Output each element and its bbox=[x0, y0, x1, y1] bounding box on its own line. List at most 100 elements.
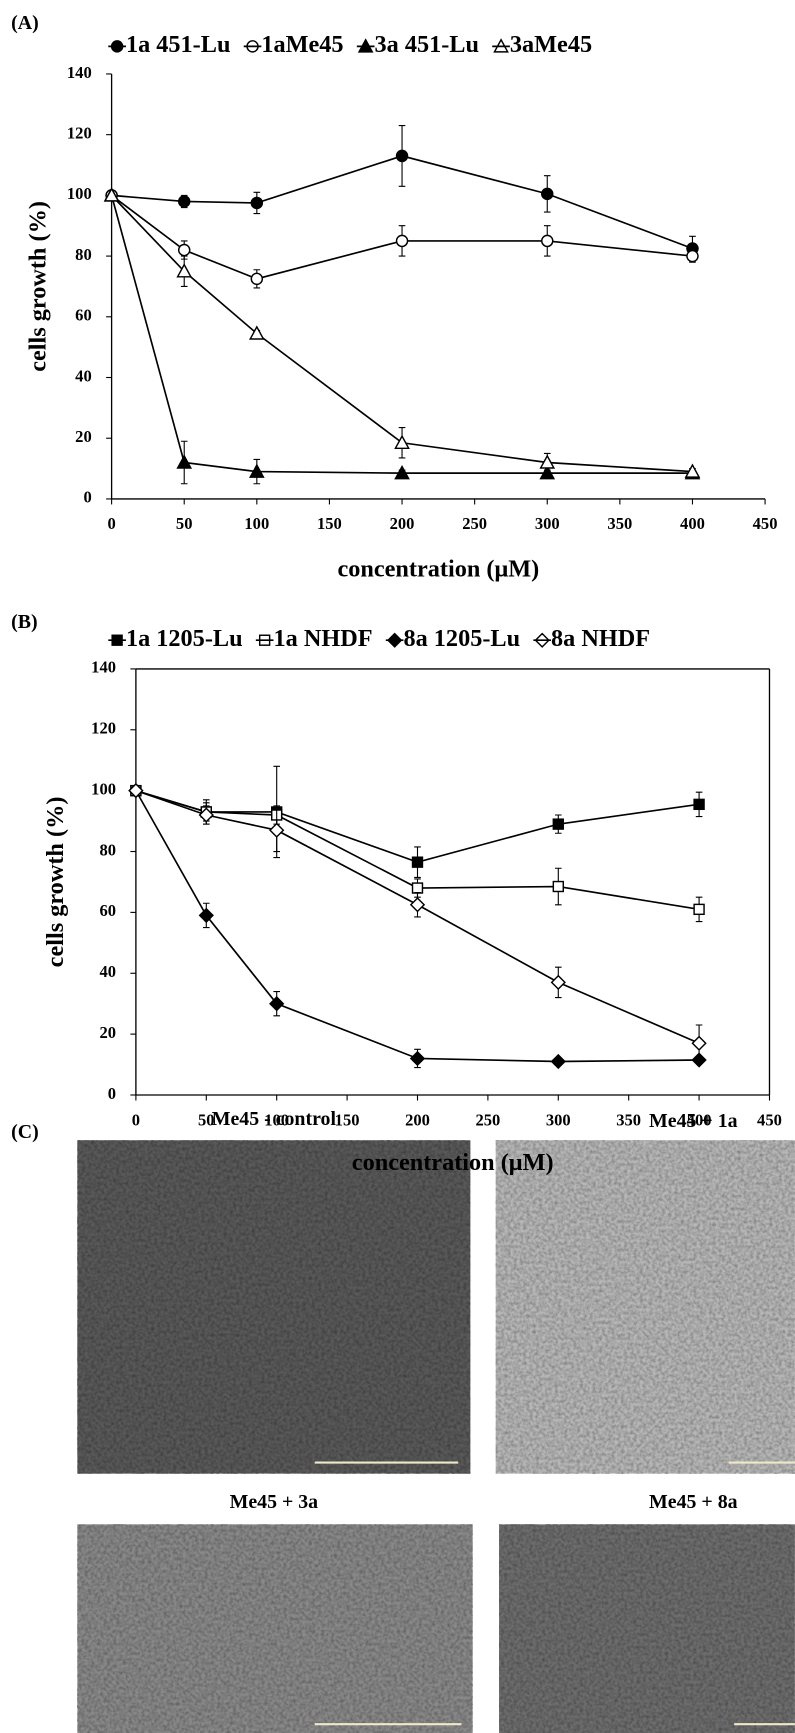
x-tick-label: 300 bbox=[535, 514, 560, 533]
x-tick-label: 350 bbox=[616, 1110, 641, 1129]
micrograph bbox=[77, 1140, 471, 1474]
image-title: Me45 - control bbox=[212, 1108, 337, 1130]
series-line bbox=[110, 195, 693, 474]
data-point bbox=[248, 463, 265, 478]
x-axis-label: concentration (μM) bbox=[337, 555, 539, 582]
y-tick-label: 60 bbox=[75, 306, 92, 325]
y-tick-label: 20 bbox=[75, 427, 92, 446]
y-tick-label: 100 bbox=[67, 184, 92, 203]
y-axis-label: cells growth (%) bbox=[42, 797, 69, 968]
x-tick-label: 150 bbox=[317, 514, 342, 533]
series-line bbox=[111, 194, 693, 280]
y-tick-label: 60 bbox=[99, 901, 116, 920]
data-point bbox=[395, 149, 409, 163]
data-point bbox=[686, 249, 699, 263]
legend-label: 8a 1205-Lu bbox=[403, 625, 520, 652]
image bbox=[77, 1524, 473, 1733]
x-tick-label: 250 bbox=[475, 1110, 500, 1129]
data-point bbox=[539, 454, 556, 469]
data-point bbox=[541, 234, 554, 248]
series-line bbox=[135, 789, 700, 1045]
data-point bbox=[691, 1035, 707, 1051]
y-tick-label: 0 bbox=[108, 1084, 116, 1103]
x-tick-label: 200 bbox=[405, 1110, 430, 1129]
x-tick-label: 50 bbox=[176, 514, 193, 533]
series-line bbox=[111, 155, 693, 250]
data-point bbox=[248, 325, 265, 340]
panel-label: (A) bbox=[11, 12, 39, 34]
image bbox=[495, 1140, 795, 1474]
y-tick-label: 140 bbox=[91, 658, 116, 677]
x-axis-label: concentration (μM) bbox=[352, 1149, 554, 1176]
y-tick-label: 80 bbox=[99, 840, 116, 859]
x-tick-label: 200 bbox=[390, 514, 415, 533]
data-point bbox=[394, 465, 410, 480]
y-tick-label: 40 bbox=[75, 366, 92, 385]
x-tick-label: 400 bbox=[680, 514, 705, 533]
data-point bbox=[409, 1050, 426, 1067]
y-tick-label: 40 bbox=[99, 962, 116, 981]
x-tick-label: 100 bbox=[264, 1110, 289, 1129]
x-tick-label: 100 bbox=[244, 514, 269, 533]
micrograph bbox=[499, 1524, 795, 1733]
x-tick-label: 50 bbox=[198, 1110, 215, 1129]
data-point bbox=[693, 798, 705, 811]
data-point bbox=[177, 243, 191, 257]
micrograph bbox=[495, 1140, 795, 1474]
y-tick-label: 140 bbox=[67, 63, 92, 82]
series-line bbox=[135, 790, 700, 1063]
data-point bbox=[411, 856, 424, 868]
x-tick-label: 300 bbox=[546, 1110, 571, 1129]
data-point bbox=[198, 807, 214, 823]
panel-label: (C) bbox=[11, 1121, 39, 1143]
data-point bbox=[250, 196, 264, 210]
data-point bbox=[409, 897, 426, 913]
series-line bbox=[135, 789, 700, 911]
legend-label: 1a NHDF bbox=[273, 625, 372, 652]
data-point bbox=[411, 882, 424, 894]
data-point bbox=[541, 187, 554, 201]
x-tick-label: 0 bbox=[107, 514, 115, 533]
x-tick-label: 450 bbox=[753, 514, 778, 533]
data-point bbox=[552, 818, 564, 830]
y-tick-label: 0 bbox=[83, 488, 91, 507]
legend-label: 1aMe45 bbox=[261, 31, 343, 58]
data-point bbox=[128, 783, 144, 799]
y-tick-label: 20 bbox=[99, 1023, 116, 1042]
data-point bbox=[269, 822, 285, 838]
series-line bbox=[111, 194, 693, 473]
data-point bbox=[198, 907, 214, 924]
data-point bbox=[176, 263, 193, 278]
x-tick-label: 150 bbox=[335, 1110, 360, 1129]
y-tick-label: 100 bbox=[91, 779, 116, 798]
data-point bbox=[552, 880, 564, 893]
data-point bbox=[684, 463, 701, 478]
image bbox=[77, 1140, 471, 1474]
image-title: Me45 + 1a bbox=[649, 1110, 738, 1132]
data-point bbox=[693, 903, 705, 916]
image bbox=[499, 1524, 795, 1733]
x-tick-label: 250 bbox=[462, 514, 487, 533]
data-point bbox=[550, 1053, 566, 1070]
legend-label: 3aMe45 bbox=[510, 31, 592, 58]
data-point bbox=[394, 434, 410, 450]
data-point bbox=[539, 465, 556, 480]
data-point bbox=[176, 454, 193, 469]
y-tick-label: 120 bbox=[91, 719, 116, 738]
y-tick-label: 80 bbox=[75, 245, 92, 264]
image-title: Me45 + 3a bbox=[230, 1491, 319, 1513]
data-point bbox=[250, 272, 264, 286]
x-tick-label: 350 bbox=[607, 514, 632, 533]
x-tick-label: 0 bbox=[132, 1110, 140, 1129]
x-tick-label: 400 bbox=[687, 1110, 712, 1129]
data-point bbox=[103, 187, 120, 202]
y-tick-label: 120 bbox=[67, 123, 92, 142]
x-tick-label: 450 bbox=[757, 1110, 782, 1129]
legend-label: 1a 451-Lu bbox=[126, 31, 231, 58]
micrograph bbox=[77, 1524, 473, 1733]
legend-label: 8a NHDF bbox=[551, 625, 650, 652]
panel-label: (B) bbox=[11, 611, 37, 633]
data-point bbox=[395, 234, 409, 248]
y-axis-label: cells growth (%) bbox=[24, 201, 51, 372]
